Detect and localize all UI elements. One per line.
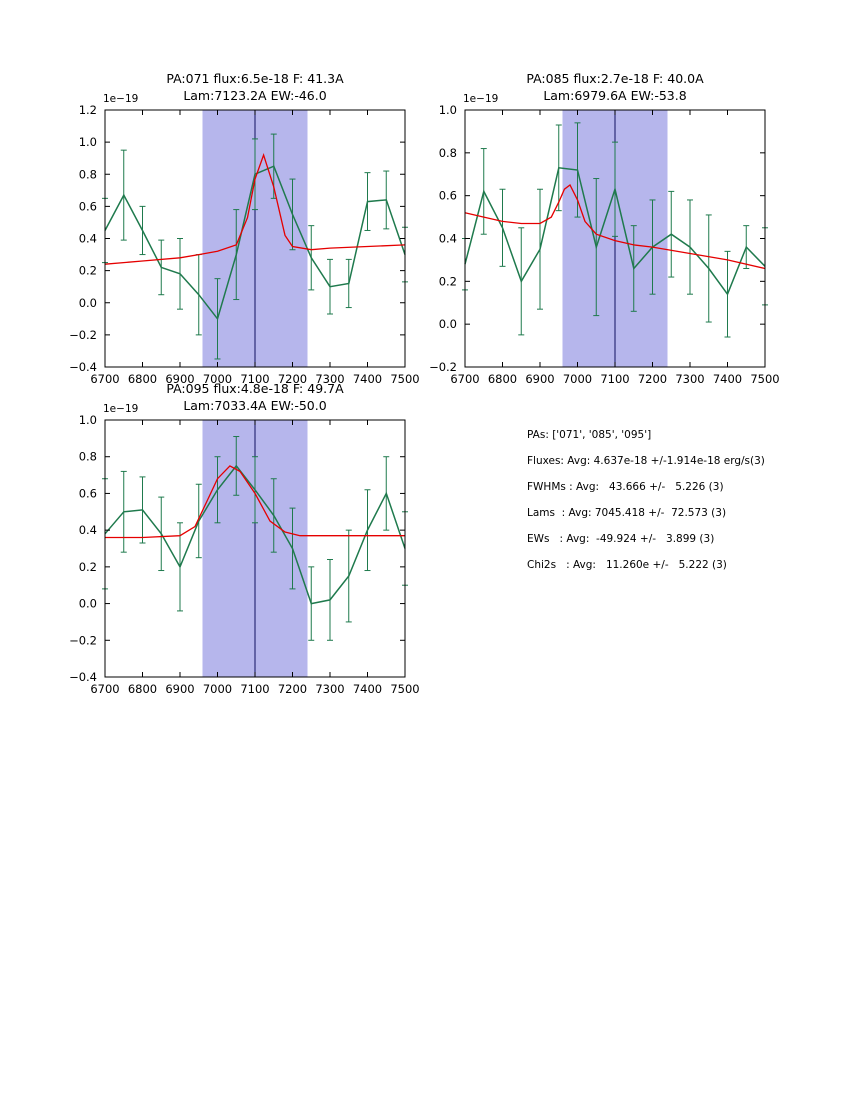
y-axis-offset-label: 1e−19 <box>463 93 498 105</box>
chart-pa071-title-line1: PA:071 flux:6.5e-18 F: 41.3A <box>166 71 344 86</box>
x-tick-label: 7000 <box>203 372 232 386</box>
y-tick-label: 0.4 <box>79 523 97 537</box>
chart-pa095-canvas: 6700 6800 6900 7000 7100 7200 7300 7400 7500 −0.4… <box>69 403 420 696</box>
y-tick-label: −0.2 <box>69 633 97 647</box>
y-tick-label: 0.4 <box>439 232 457 246</box>
x-tick-label: 6900 <box>525 372 554 386</box>
x-tick-label: 6900 <box>165 682 194 696</box>
stats-line-pas: PAs: ['071', '085', '095'] <box>527 429 652 441</box>
chart-pa085-title-line2: Lam:6979.6A EW:-53.8 <box>543 88 687 103</box>
x-tick-label: 7400 <box>353 372 382 386</box>
chart-pa085: PA:085 flux:2.7e-18 F: 40.0A Lam:6979.6A… <box>405 60 783 405</box>
stats-panel: PAs: ['071', '085', '095'] Fluxes: Avg: … <box>527 428 765 584</box>
fit-line <box>105 465 405 539</box>
y-tick-label: 0.8 <box>439 146 457 160</box>
chart-pa071: PA:071 flux:6.5e-18 F: 41.3A Lam:7123.2A… <box>45 60 423 405</box>
x-tick-label: 7400 <box>353 682 382 696</box>
stats-line-fwhms: FWHMs : Avg: 43.666 +/- 5.226 (3) <box>527 481 724 493</box>
fit-line <box>464 184 766 270</box>
x-tick-label: 7400 <box>713 372 742 386</box>
chart-pa071-title-line2: Lam:7123.2A EW:-46.0 <box>183 88 327 103</box>
x-tick-label: 7000 <box>203 682 232 696</box>
chart-pa071-canvas: 6700 6800 6900 7000 7100 7200 7300 7400 7500 −0.4… <box>69 93 420 386</box>
spectrum-line <box>464 166 766 296</box>
y-tick-label: −0.4 <box>69 360 97 374</box>
y-tick-label: −0.2 <box>69 328 97 342</box>
chart-pa071-title: PA:071 flux:6.5e-18 F: 41.3A Lam:7123.2A… <box>105 70 405 104</box>
y-tick-label: 0.8 <box>79 167 97 181</box>
y-axis-offset-label: 1e−19 <box>103 403 138 415</box>
y-tick-label: 0.0 <box>79 296 97 310</box>
spectrum-line <box>104 464 406 605</box>
spectrum-line <box>104 165 406 321</box>
y-tick-label: 1.0 <box>79 135 97 149</box>
stats-line-fluxes: Fluxes: Avg: 4.637e-18 +/-1.914e-18 erg/… <box>527 455 765 467</box>
y-tick-label: 0.6 <box>439 189 457 203</box>
x-tick-label: 7500 <box>750 372 779 386</box>
chart-pa095: PA:095 flux:4.8e-18 F: 49.7A Lam:7033.4A… <box>45 370 423 715</box>
x-tick-label: 7100 <box>240 682 269 696</box>
x-tick-label: 6800 <box>488 372 517 386</box>
chart-pa085-title-line1: PA:085 flux:2.7e-18 F: 40.0A <box>526 71 704 86</box>
x-tick-label: 7200 <box>638 372 667 386</box>
y-axis-offset-label: 1e−19 <box>103 93 138 105</box>
y-tick-label: 0.2 <box>79 264 97 278</box>
chart-pa085-canvas: 6700 6800 6900 7000 7100 7200 7300 7400 7500 −0.2… <box>429 93 780 386</box>
y-tick-label: 0.6 <box>79 486 97 500</box>
y-tick-label: 0.8 <box>79 450 97 464</box>
x-tick-label: 7300 <box>315 372 344 386</box>
y-tick-label: 1.0 <box>79 413 97 427</box>
x-tick-label: 7000 <box>563 372 592 386</box>
chart-pa095-title: PA:095 flux:4.8e-18 F: 49.7A Lam:7033.4A… <box>105 380 405 414</box>
y-tick-label: 1.0 <box>439 103 457 117</box>
x-tick-label: 7100 <box>600 372 629 386</box>
x-tick-label: 7500 <box>390 372 419 386</box>
x-tick-label: 7200 <box>278 682 307 696</box>
y-tick-label: 0.2 <box>79 560 97 574</box>
chart-pa095-title-line2: Lam:7033.4A EW:-50.0 <box>183 398 327 413</box>
y-tick-label: 1.2 <box>79 103 97 117</box>
x-tick-label: 6900 <box>165 372 194 386</box>
chart-pa095-title-line1: PA:095 flux:4.8e-18 F: 49.7A <box>166 381 344 396</box>
x-tick-label: 6800 <box>128 372 157 386</box>
y-tick-label: −0.2 <box>429 360 457 374</box>
y-tick-label: 0.0 <box>79 597 97 611</box>
x-tick-label: 7100 <box>240 372 269 386</box>
x-tick-label: 7200 <box>278 372 307 386</box>
x-tick-label: 7500 <box>390 682 419 696</box>
stats-line-lams: Lams : Avg: 7045.418 +/- 72.573 (3) <box>527 507 727 519</box>
x-tick-label: 7300 <box>315 682 344 696</box>
x-tick-label: 6700 <box>90 372 119 386</box>
y-tick-label: 0.2 <box>439 274 457 288</box>
y-tick-label: 0.0 <box>439 317 457 331</box>
fit-line <box>104 152 406 265</box>
y-tick-label: 0.4 <box>79 232 97 246</box>
x-tick-label: 6800 <box>128 682 157 696</box>
stats-line-ews: EWs : Avg: -49.924 +/- 3.899 (3) <box>527 533 715 545</box>
stats-line-chi2s: Chi2s : Avg: 11.260e +/- 5.222 (3) <box>527 559 727 571</box>
chart-pa085-title: PA:085 flux:2.7e-18 F: 40.0A Lam:6979.6A… <box>465 70 765 104</box>
x-tick-label: 6700 <box>90 682 119 696</box>
y-tick-label: −0.4 <box>69 670 97 684</box>
x-tick-label: 6700 <box>450 372 479 386</box>
y-tick-label: 0.6 <box>79 199 97 213</box>
x-tick-label: 7300 <box>675 372 704 386</box>
